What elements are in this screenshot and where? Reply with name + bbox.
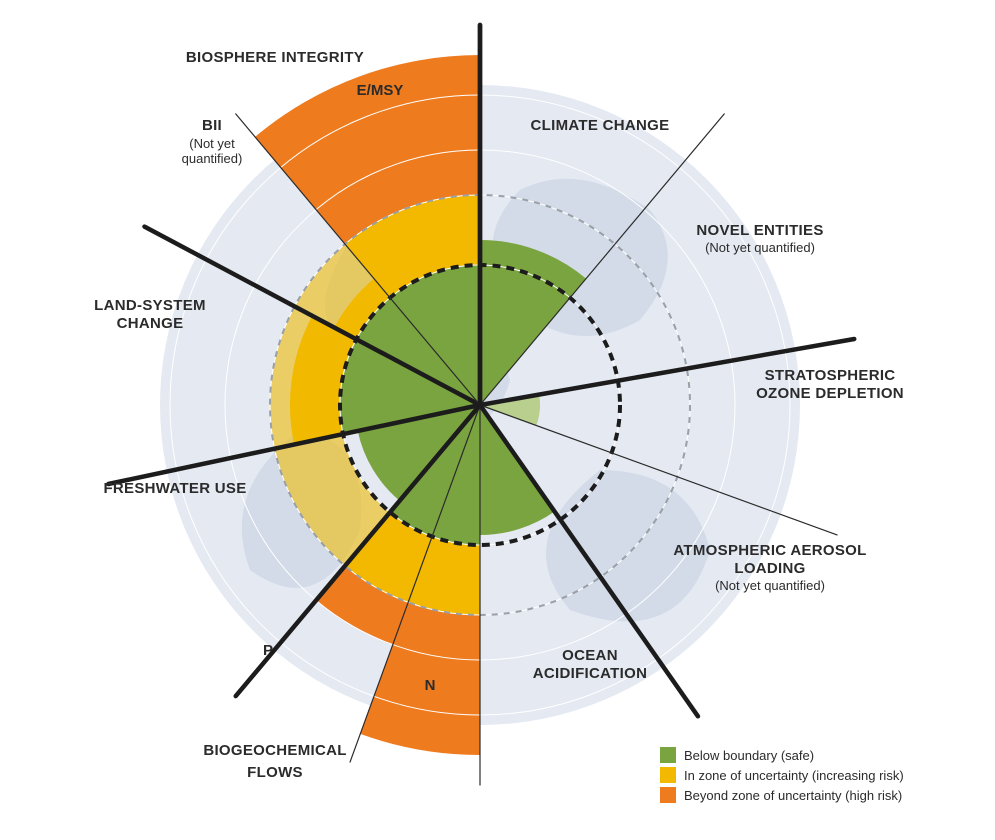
svg-text:(Not yet quantified): (Not yet quantified) [715, 578, 825, 593]
label: FRESHWATER USE [103, 480, 246, 497]
svg-text:CHANGE: CHANGE [117, 315, 184, 332]
svg-text:ACIDIFICATION: ACIDIFICATION [533, 665, 647, 682]
svg-text:E/MSY: E/MSY [357, 82, 404, 99]
legend-swatch [660, 747, 676, 763]
legend-swatch [660, 787, 676, 803]
svg-text:P: P [263, 642, 273, 659]
legend-label: In zone of uncertainty (increasing risk) [684, 768, 904, 783]
label: (Not yet quantified) [705, 240, 815, 255]
label: E/MSY [357, 82, 404, 99]
svg-text:OZONE DEPLETION: OZONE DEPLETION [756, 385, 904, 402]
label: (Not yetquantified) [182, 136, 243, 166]
label: CLIMATE CHANGE [531, 117, 670, 134]
svg-text:FLOWS: FLOWS [247, 764, 303, 781]
legend-label: Below boundary (safe) [684, 748, 814, 763]
svg-text:FRESHWATER USE: FRESHWATER USE [103, 480, 246, 497]
svg-text:OCEAN: OCEAN [562, 647, 618, 664]
svg-text:BIOGEOCHEMICAL: BIOGEOCHEMICAL [203, 742, 346, 759]
label: N [425, 677, 436, 694]
legend: Below boundary (safe) In zone of uncertai… [660, 747, 904, 803]
label: STRATOSPHERICOZONE DEPLETION [756, 367, 904, 402]
svg-text:BIOSPHERE INTEGRITY: BIOSPHERE INTEGRITY [186, 49, 364, 66]
svg-text:NOVEL ENTITIES: NOVEL ENTITIES [696, 222, 823, 239]
planetary-boundaries-diagram: BIOSPHERE INTEGRITY E/MSY BII (Not yetquant… [0, 0, 995, 840]
svg-text:STRATOSPHERIC: STRATOSPHERIC [765, 367, 896, 384]
svg-text:ATMOSPHERIC AEROSOL: ATMOSPHERIC AEROSOL [673, 542, 866, 559]
svg-text:quantified): quantified) [182, 151, 243, 166]
label: (Not yet quantified) [715, 578, 825, 593]
svg-text:BII: BII [202, 117, 222, 134]
label: BII [202, 117, 222, 134]
label: NOVEL ENTITIES [696, 222, 823, 239]
svg-text:N: N [425, 677, 436, 694]
label: BIOSPHERE INTEGRITY [186, 49, 364, 66]
label: P [263, 642, 273, 659]
legend-swatch [660, 767, 676, 783]
svg-text:CLIMATE CHANGE: CLIMATE CHANGE [531, 117, 670, 134]
svg-text:LAND-SYSTEM: LAND-SYSTEM [94, 297, 206, 314]
svg-text:(Not yet quantified): (Not yet quantified) [705, 240, 815, 255]
svg-text:LOADING: LOADING [734, 560, 805, 577]
label: BIOGEOCHEMICAL FLOWS [203, 742, 346, 781]
legend-label: Beyond zone of uncertainty (high risk) [684, 788, 902, 803]
svg-text:(Not yet: (Not yet [189, 136, 235, 151]
